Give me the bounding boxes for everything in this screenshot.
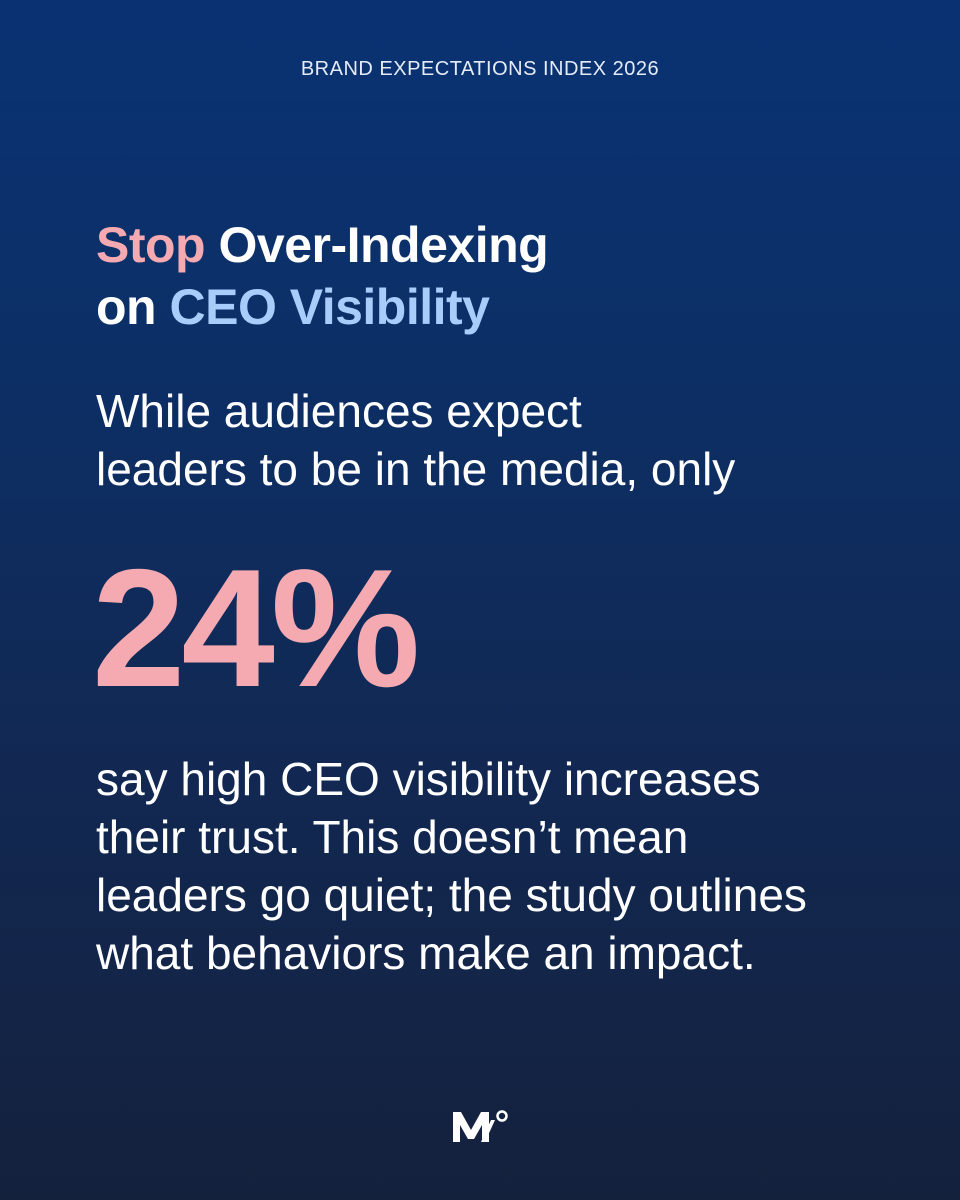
brand-logo-icon <box>453 1110 508 1142</box>
headline-word-stop: Stop <box>96 217 206 273</box>
eyebrow-label: BRAND EXPECTATIONS INDEX 2026 <box>300 58 660 80</box>
body-line-1: say high CEO visibility increases <box>96 753 761 805</box>
headline: Stop Over-Indexing on CEO Visibility <box>96 214 896 338</box>
body-line-2: their trust. This doesn’t mean <box>96 811 689 863</box>
lead-text: While audiences expect leaders to be in … <box>96 382 896 498</box>
lead-line-1: While audiences expect <box>96 385 582 437</box>
body-line-3: leaders go quiet; the study outlines <box>96 869 807 921</box>
lead-line-2: leaders to be in the media, only <box>96 443 736 495</box>
headline-word-on: on <box>96 279 157 335</box>
body-line-4: what behaviors make an impact. <box>96 927 756 979</box>
stat-value: 24% <box>92 534 420 722</box>
body-text: say high CEO visibility increases their … <box>96 750 916 982</box>
headline-phrase-ceo-visibility: CEO Visibility <box>169 279 490 335</box>
headline-word-over-indexing: Over-Indexing <box>218 217 549 273</box>
